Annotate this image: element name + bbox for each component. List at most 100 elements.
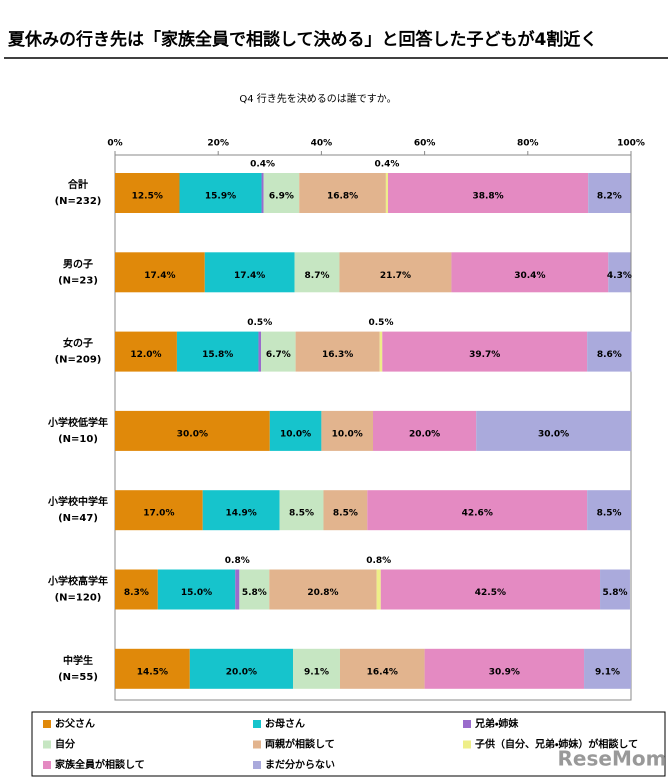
data-label: 16.3%: [322, 350, 353, 360]
bar-segment: [269, 410, 322, 451]
legend-label: 両親が相談して: [265, 738, 335, 751]
data-label: 0.8%: [225, 556, 250, 566]
data-label: 16.8%: [327, 192, 358, 202]
bar-segment: [584, 648, 631, 689]
data-label: 17.0%: [143, 509, 174, 519]
x-tick-label: 40%: [311, 139, 333, 149]
bar-segment: [339, 252, 452, 293]
bar-segment: [382, 331, 588, 372]
data-label: 17.4%: [144, 271, 175, 281]
data-label: 5.8%: [242, 588, 267, 598]
bar-segment: [588, 173, 631, 213]
bar-segment: [367, 490, 588, 531]
category-note: (N=23): [58, 275, 98, 286]
x-tick-label: 100%: [617, 139, 645, 149]
bar-segment: [261, 173, 264, 213]
bar-segment: [293, 648, 340, 689]
bar-segment: [239, 569, 270, 610]
data-label: 21.7%: [380, 271, 411, 281]
data-label: 8.5%: [289, 509, 314, 519]
legend-label: 子供（自分、兄弟・姉妹）が相談して: [475, 738, 638, 751]
legend-swatch: [463, 740, 471, 749]
data-label: 17.4%: [234, 271, 265, 281]
data-label: 20.0%: [409, 429, 440, 439]
data-label: 30.0%: [538, 429, 569, 439]
legend-swatch: [43, 720, 51, 728]
data-label: 10.0%: [280, 429, 311, 439]
legend-label: 兄弟・姉妹: [474, 717, 519, 730]
category-note: (N=47): [58, 513, 98, 524]
data-label: 8.3%: [124, 588, 149, 598]
bar-segment: [279, 490, 324, 531]
category-label: 小学校高学年: [47, 575, 108, 588]
category-note: (N=55): [58, 672, 98, 683]
x-tick-label: 80%: [517, 139, 539, 149]
chart-subtitle: Q4 行き先を決めるのは誰ですか。: [239, 92, 396, 105]
bar-segment: [379, 331, 383, 372]
data-label: 8.5%: [597, 509, 622, 519]
data-label: 8.6%: [597, 350, 622, 360]
data-label: 15.9%: [205, 192, 236, 202]
x-tick-label: 20%: [207, 139, 229, 149]
bar-segment: [261, 331, 296, 372]
data-label: 20.8%: [307, 588, 338, 598]
x-tick-label: 0%: [107, 139, 122, 149]
data-label: 42.5%: [475, 588, 506, 598]
bar-segment: [373, 410, 477, 451]
data-label: 0.4%: [374, 160, 399, 170]
bar-segment: [294, 252, 340, 293]
chart-title: 夏休みの行き先は「家族全員で相談して決める」と回答した子どもが4割近く: [8, 29, 597, 50]
bar-segment: [115, 569, 158, 610]
legend-label: 家族全員が相談して: [55, 758, 145, 771]
bar-segment: [387, 173, 589, 213]
data-label: 6.7%: [266, 350, 291, 360]
data-label: 6.9%: [269, 192, 294, 202]
data-label: 8.2%: [597, 192, 622, 202]
bar-segment: [321, 410, 373, 451]
data-label: 38.8%: [472, 192, 503, 202]
bar-segment: [115, 410, 270, 451]
bar-segment: [235, 569, 240, 610]
bar-segment: [385, 173, 388, 213]
category-label: 女の子: [63, 337, 93, 350]
bar-segment: [299, 173, 386, 213]
category-note: (N=209): [55, 355, 102, 366]
data-label: 42.6%: [462, 509, 493, 519]
bar-segment: [115, 173, 180, 213]
bar-segment: [176, 331, 259, 372]
data-label: 30.4%: [514, 271, 545, 281]
legend-box: [31, 711, 666, 777]
data-label: 0.4%: [250, 160, 275, 170]
legend-swatch: [463, 720, 471, 728]
bar-segment: [424, 648, 585, 689]
legend-swatch: [253, 761, 261, 769]
data-label: 20.0%: [226, 667, 257, 677]
x-tick-label: 60%: [414, 139, 436, 149]
bar-segment: [380, 569, 601, 610]
legend-swatch: [253, 740, 261, 749]
data-label: 5.8%: [603, 588, 628, 598]
legend-label: まだ分からない: [265, 758, 335, 771]
bar-segment: [189, 648, 294, 689]
bar-segment: [202, 490, 280, 531]
data-label: 4.3%: [607, 271, 632, 281]
data-label: 30.9%: [489, 667, 520, 677]
bar-segment: [587, 331, 632, 372]
legend-swatch: [43, 761, 51, 769]
bar-segment: [323, 490, 368, 531]
category-note: (N=120): [55, 593, 102, 604]
bar-segment: [587, 490, 631, 531]
data-label: 30.0%: [177, 429, 208, 439]
bar-segment: [204, 252, 295, 293]
bar-segment: [258, 331, 262, 372]
data-label: 14.5%: [137, 667, 168, 677]
data-label: 15.8%: [202, 350, 233, 360]
bar-segment: [263, 173, 300, 213]
legend-swatch: [43, 740, 51, 749]
data-label: 12.5%: [132, 192, 163, 202]
bar-segment: [608, 252, 631, 293]
bar-segment: [295, 331, 380, 372]
legend-label: お父さん: [55, 718, 95, 730]
bar-segment: [476, 410, 631, 451]
bar-segment: [376, 569, 381, 610]
